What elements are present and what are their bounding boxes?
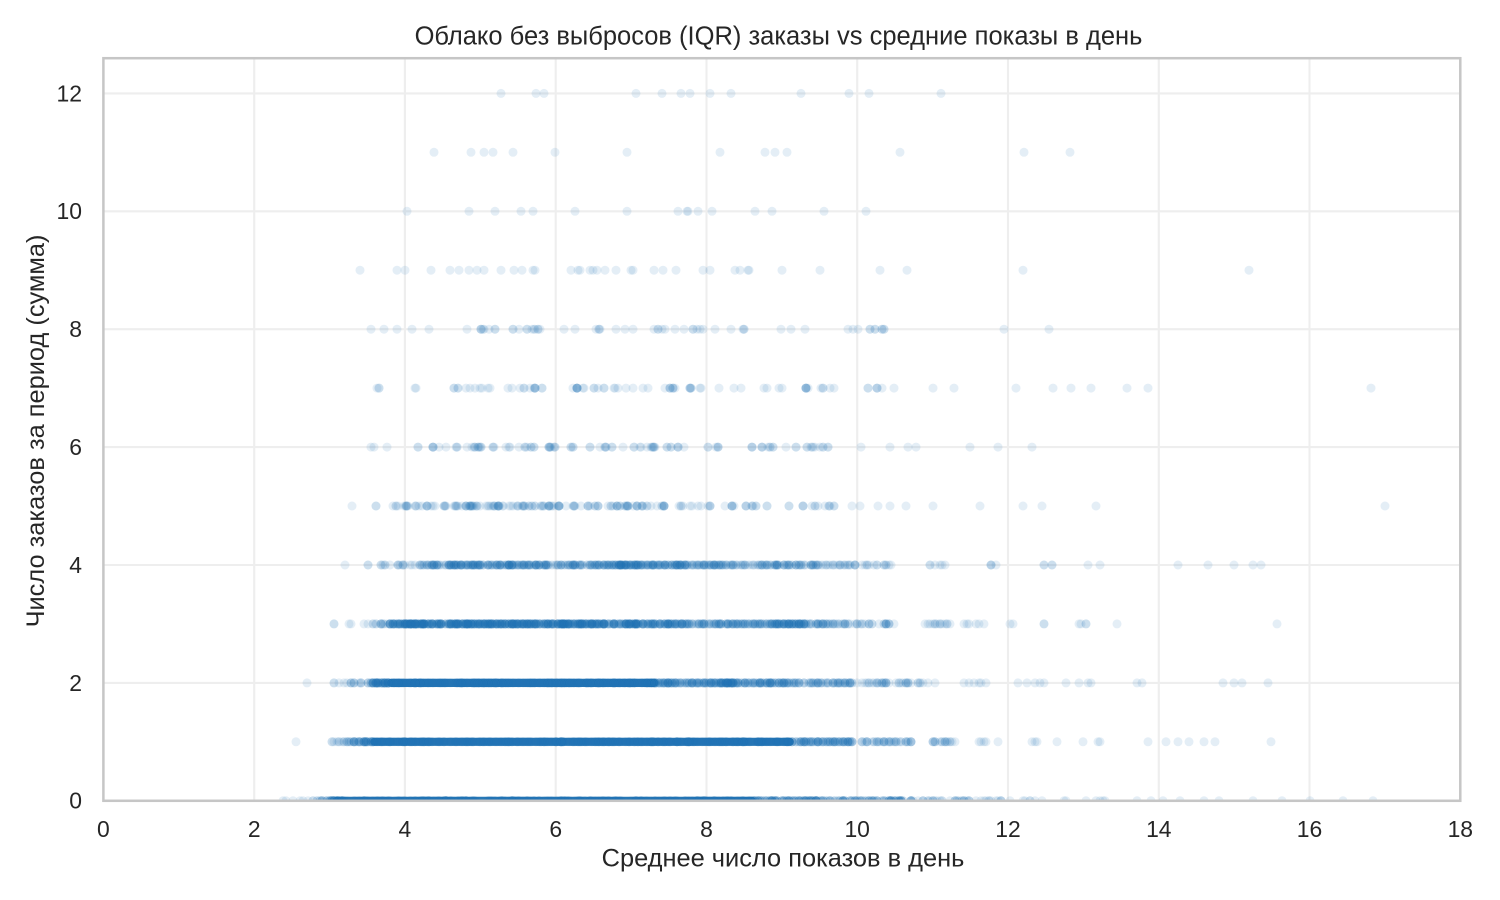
svg-text:Среднее число показов в день: Среднее число показов в день	[602, 845, 965, 873]
svg-text:6: 6	[69, 434, 82, 460]
svg-text:14: 14	[1146, 816, 1172, 842]
svg-text:6: 6	[549, 816, 562, 842]
svg-text:4: 4	[399, 816, 412, 842]
svg-text:10: 10	[57, 198, 82, 224]
svg-text:4: 4	[69, 552, 82, 578]
svg-text:12: 12	[57, 80, 82, 106]
svg-text:Число заказов за период (сумма: Число заказов за период (сумма)	[22, 235, 50, 628]
svg-text:8: 8	[69, 316, 82, 342]
svg-text:16: 16	[1297, 816, 1322, 842]
svg-text:8: 8	[700, 816, 713, 842]
svg-text:12: 12	[995, 816, 1020, 842]
svg-text:0: 0	[69, 788, 82, 814]
svg-text:10: 10	[844, 816, 869, 842]
svg-text:2: 2	[69, 670, 82, 696]
svg-text:18: 18	[1448, 816, 1473, 842]
svg-text:Облако без выбросов (IQR) зака: Облако без выбросов (IQR) заказы vs сред…	[415, 22, 1143, 50]
svg-text:0: 0	[97, 816, 110, 842]
svg-text:2: 2	[248, 816, 261, 842]
